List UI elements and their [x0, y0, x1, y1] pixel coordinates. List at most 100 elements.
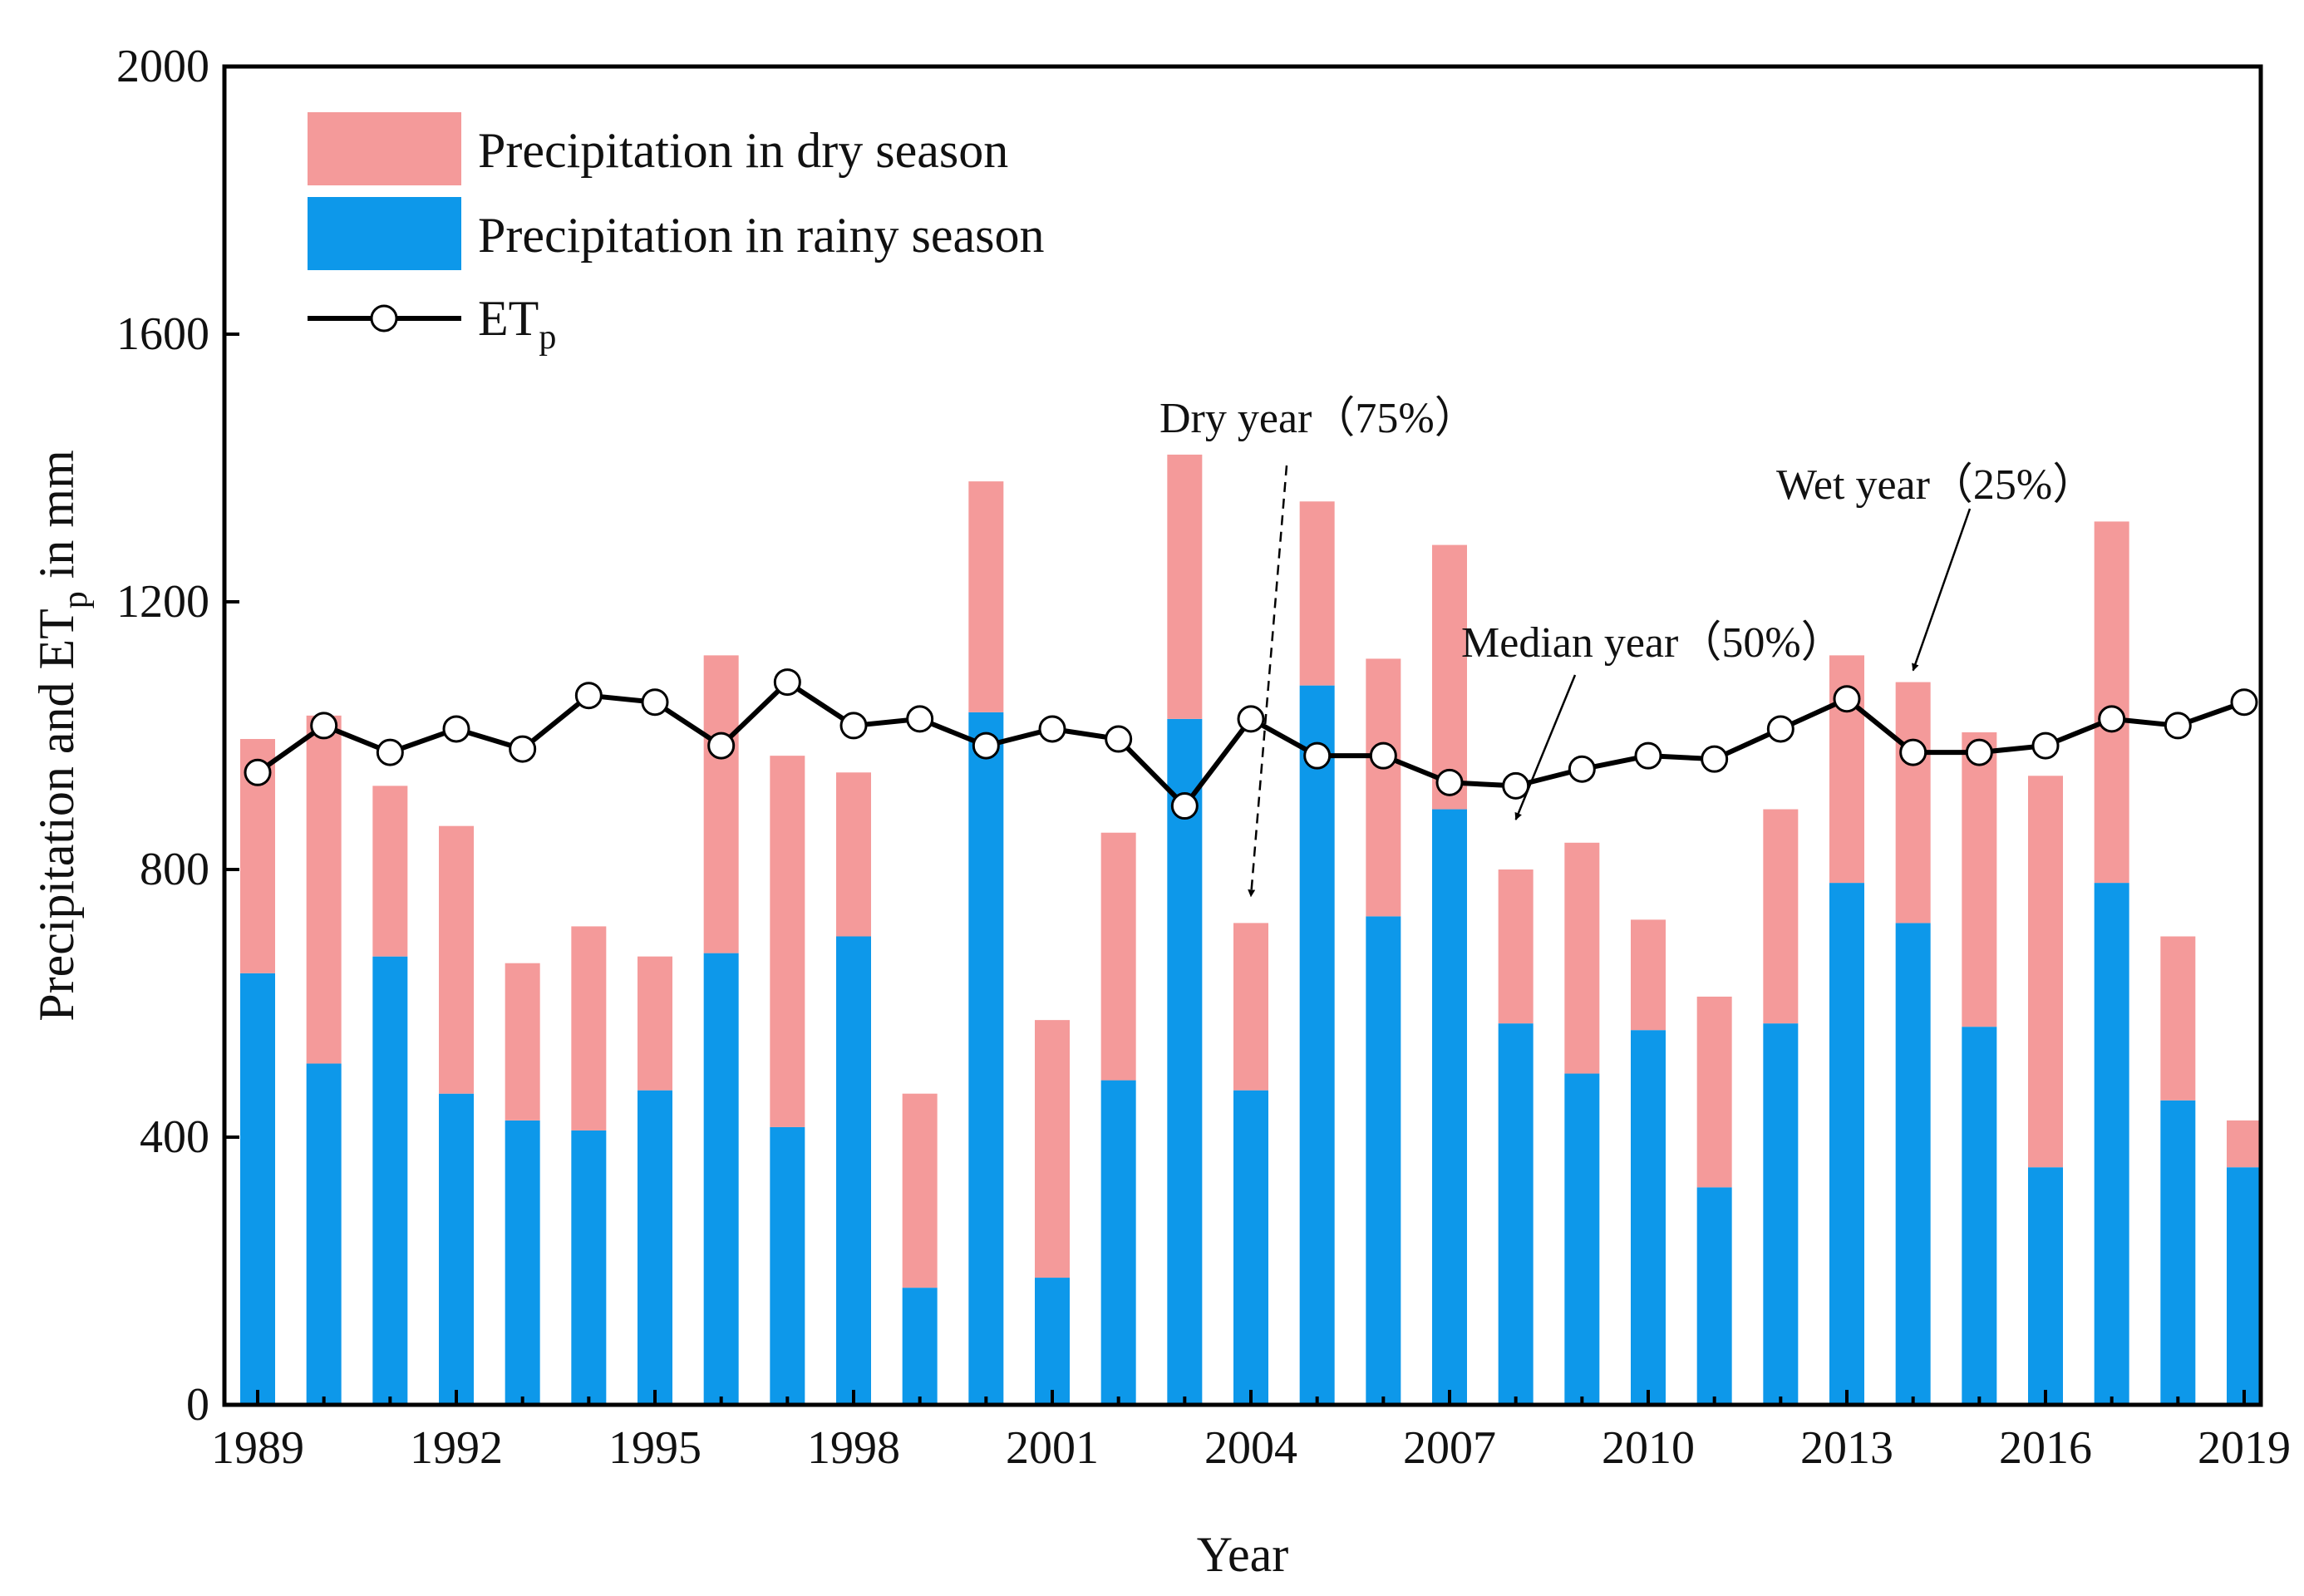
bar-dry-2002	[1100, 832, 1136, 1081]
legend-swatch-dry	[308, 112, 461, 185]
bar-rainy-1989	[240, 973, 275, 1405]
etp-point-1990	[310, 712, 338, 740]
bar-dry-2018	[2160, 936, 2196, 1101]
bar-rainy-2009	[1564, 1073, 1600, 1405]
etp-point-2007	[1435, 768, 1464, 796]
legend-label-rainy: Precipitation in rainy season	[478, 208, 1045, 263]
bar-dry-2017	[2094, 521, 2129, 884]
bar-dry-1992	[439, 825, 474, 1094]
y-tick-label-400: 400	[140, 1111, 209, 1163]
etp-point-2001	[1038, 715, 1066, 743]
annotation-arrow-0	[1248, 465, 1288, 898]
annotation-label-2: Wet year（25%）	[1776, 461, 2095, 509]
bar-dry-1993	[505, 963, 540, 1121]
etp-point-1996	[707, 732, 736, 760]
bar-dry-2004	[1233, 923, 1268, 1091]
y-tick-label-1600: 1600	[116, 308, 209, 360]
bar-rainy-2019	[2227, 1167, 2262, 1405]
bar-dry-1995	[638, 956, 672, 1091]
etp-point-2016	[2031, 732, 2060, 760]
x-tick-label-2016: 2016	[1999, 1422, 2092, 1474]
bar-dry-2001	[1035, 1020, 1070, 1278]
x-tick-label-1995: 1995	[608, 1422, 702, 1474]
etp-point-1994	[574, 682, 603, 710]
y-axis-title-main: Precipitation and ET	[29, 608, 84, 1022]
x-tick-label-2007: 2007	[1403, 1422, 1496, 1474]
bar-dry-2007	[1432, 544, 1467, 810]
bar-rainy-1999	[902, 1288, 938, 1405]
y-axis-title: Precipitation and ETp in mm	[29, 450, 95, 1022]
bar-rainy-2003	[1167, 718, 1203, 1405]
x-tick-label-1992: 1992	[410, 1422, 503, 1474]
bar-rainy-1990	[306, 1063, 342, 1405]
etp-point-2010	[1634, 741, 1662, 770]
etp-point-2005	[1303, 741, 1332, 770]
annotation-label-1: Median year（50%）	[1461, 619, 1844, 667]
bar-rainy-1997	[770, 1126, 805, 1405]
x-tick-label-2010: 2010	[1602, 1422, 1695, 1474]
etp-point-2018	[2164, 712, 2192, 740]
x-tick-label-2001: 2001	[1006, 1422, 1099, 1474]
bar-rainy-2011	[1696, 1187, 1732, 1405]
bar-rainy-2000	[968, 712, 1004, 1405]
bar-rainy-2005	[1299, 685, 1335, 1405]
bar-dry-2010	[1631, 919, 1666, 1031]
bar-dry-1991	[372, 786, 408, 957]
etp-point-1991	[376, 738, 404, 766]
bar-dry-1998	[836, 772, 871, 937]
etp-point-1993	[509, 735, 537, 763]
bar-dry-2016	[2028, 776, 2063, 1168]
legend-label-dry: Precipitation in dry season	[478, 123, 1008, 178]
annotation-label-0: Dry year（75%）	[1159, 395, 1478, 442]
bar-dry-1994	[571, 926, 607, 1130]
etp-line-layer	[244, 668, 2258, 820]
bar-dry-2008	[1498, 869, 1534, 1024]
bar-rainy-1991	[372, 956, 408, 1405]
etp-point-2002	[1105, 725, 1133, 753]
legend-marker-etp	[370, 304, 398, 332]
etp-point-1998	[839, 712, 868, 740]
bar-rainy-2016	[2028, 1167, 2063, 1405]
etp-point-1995	[641, 688, 669, 717]
etp-point-2003	[1170, 792, 1199, 820]
bar-rainy-2017	[2094, 883, 2129, 1405]
legend-swatch-rainy	[308, 197, 461, 270]
etp-point-2008	[1502, 771, 1530, 800]
bar-dry-2011	[1696, 996, 1732, 1188]
bar-dry-2000	[968, 481, 1004, 712]
y-axis-title-tail: in mm	[29, 450, 84, 591]
bar-rainy-2014	[1895, 923, 1931, 1405]
etp-point-2006	[1369, 741, 1397, 770]
bar-rainy-2008	[1498, 1023, 1534, 1405]
legend-label-etp-main: ET	[478, 291, 539, 346]
bar-rainy-2007	[1432, 809, 1467, 1405]
bar-rainy-1998	[836, 936, 871, 1405]
annotation-layer: Dry year（75%） Median year（50%） Wet year（25…	[1159, 395, 2095, 898]
bar-dry-2012	[1763, 809, 1799, 1024]
etp-point-2000	[972, 732, 1000, 760]
etp-point-2011	[1701, 745, 1729, 773]
annotation-arrow-2	[1912, 508, 1972, 672]
y-tick-label-1200: 1200	[116, 576, 209, 628]
etp-point-2012	[1766, 715, 1794, 743]
y-tick-label-0: 0	[186, 1379, 209, 1431]
etp-point-2013	[1833, 685, 1861, 713]
bar-rainy-2002	[1100, 1080, 1136, 1405]
bar-rainy-2012	[1763, 1023, 1799, 1405]
x-tick-label-2013: 2013	[1800, 1422, 1893, 1474]
bar-dry-2003	[1167, 454, 1203, 719]
bar-rainy-2015	[1962, 1027, 1997, 1405]
bar-rainy-2001	[1035, 1278, 1070, 1405]
x-tick-label-2004: 2004	[1204, 1422, 1297, 1474]
x-tick-label-1998: 1998	[807, 1422, 900, 1474]
plot-frame	[222, 64, 2263, 1407]
bar-rainy-1994	[571, 1130, 607, 1405]
bar-dry-1997	[770, 756, 805, 1127]
bar-rainy-1993	[505, 1120, 540, 1405]
x-tick-label-1989: 1989	[211, 1422, 304, 1474]
bar-dry-2014	[1895, 682, 1931, 924]
etp-point-1997	[773, 668, 801, 697]
bar-rainy-2010	[1631, 1030, 1666, 1405]
x-tick-label-2019: 2019	[2198, 1422, 2291, 1474]
legend-label-etp-sub: p	[539, 318, 556, 357]
